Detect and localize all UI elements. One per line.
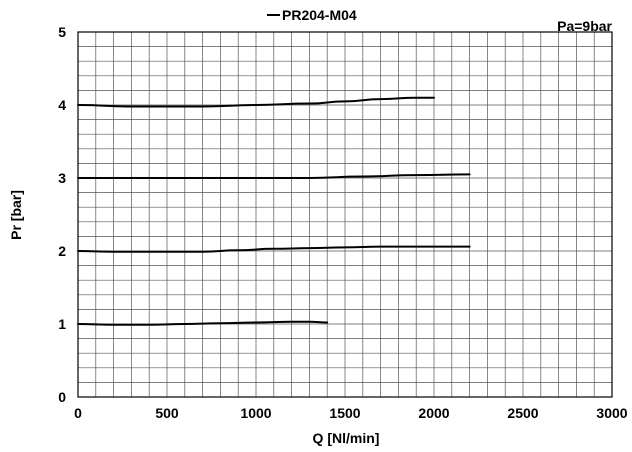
series-line-4 xyxy=(77,96,435,108)
y-tick-label: 0 xyxy=(58,389,66,405)
series-line-3 xyxy=(77,173,471,180)
grid xyxy=(77,31,613,398)
tick-labels: 0 500 1000 1500 2000 2500 3000 0 1 2 3 4 5 xyxy=(58,24,628,421)
y-tick-label: 5 xyxy=(58,24,66,40)
series-line-2 xyxy=(77,245,471,253)
x-tick-label: 1000 xyxy=(240,405,271,421)
x-tick-label: 2500 xyxy=(507,405,538,421)
y-tick-label: 3 xyxy=(58,170,66,186)
plot-frame xyxy=(77,31,613,398)
y-axis-label: Pr [bar] xyxy=(8,190,24,240)
pressure-annotation: Pa=9bar xyxy=(557,18,612,34)
x-tick-label: 500 xyxy=(155,405,179,421)
x-tick-label: 2000 xyxy=(418,405,449,421)
x-tick-label: 3000 xyxy=(596,405,627,421)
y-tick-label: 4 xyxy=(58,97,66,113)
series-line-1 xyxy=(77,320,329,326)
chart-title: PR204-M04 xyxy=(282,7,357,23)
series-group xyxy=(77,96,471,326)
x-tick-label: 0 xyxy=(74,405,82,421)
y-tick-label: 1 xyxy=(58,316,66,332)
x-tick-label: 1500 xyxy=(329,405,360,421)
x-axis-label: Q [Nl/min] xyxy=(313,430,380,446)
y-tick-label: 2 xyxy=(58,243,66,259)
